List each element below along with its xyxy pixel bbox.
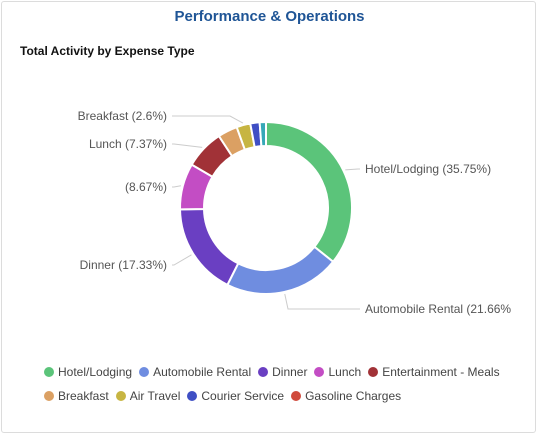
legend-dot-icon [368,367,379,377]
slice-dinner[interactable] [178,207,240,287]
legend-dot-icon [291,391,302,401]
slice-label-dinner: Dinner (17.33%) [80,258,167,272]
legend-dot-icon [139,367,150,377]
legend-label: Entertainment - Meals [382,365,500,379]
legend-dot-icon [115,391,126,401]
legend-item-breakfast[interactable]: Breakfast [44,384,109,408]
leader-dinner [172,254,192,266]
legend-item-courier-service[interactable]: Courier Service [187,384,284,408]
legend-item-entertainment-meals[interactable]: Entertainment - Meals [368,360,500,384]
chart-title: Total Activity by Expense Type [20,44,195,58]
slice-label-automobile-rental: Automobile Rental (21.66% [365,302,511,316]
slice-hotel-lodging[interactable] [265,120,353,264]
legend-dot-icon [258,367,269,377]
leader-air-travel [172,115,244,124]
donut-slices [178,120,353,295]
label-leader-lines [172,115,360,310]
slice-label-lunch: (8.67%) [125,180,167,194]
leader-lunch [172,185,181,188]
chart-legend: Hotel/Lodging Automobile Rental Dinner Lunc… [44,360,514,408]
legend-dot-icon [44,367,54,377]
slice-automobile-rental[interactable] [226,245,335,295]
legend-label: Breakfast [58,389,109,403]
legend-dot-icon [44,391,54,401]
legend-item-air-travel[interactable]: Air Travel [115,384,181,408]
legend-item-lunch[interactable]: Lunch [314,360,361,384]
legend-label: Gasoline Charges [305,389,402,403]
legend-label: Courier Service [201,389,285,403]
legend-item-hotel-lodging[interactable]: Hotel/Lodging [44,360,132,384]
legend-label: Hotel/Lodging [58,365,133,379]
card-title: Performance & Operations [174,8,365,25]
slice-label-air-travel: Breakfast (2.6%) [78,109,167,123]
slice-gasoline-charges[interactable] [258,120,267,148]
slice-labels: Hotel/Lodging (35.75%) Automobile Rental … [78,109,512,316]
legend-label: Air Travel [129,389,181,403]
legend-item-automobile-rental[interactable]: Automobile Rental [139,360,251,384]
leader-hotel-lodging [345,168,360,171]
legend-item-gasoline-charges[interactable]: Gasoline Charges [291,384,401,408]
slice-label-entertainment-meals: Lunch (7.37%) [89,137,167,151]
legend-label: Automobile Rental [153,365,252,379]
legend-dot-icon [314,367,325,377]
legend-label: Lunch [328,365,362,379]
slice-label-hotel-lodging: Hotel/Lodging (35.75%) [365,162,491,176]
legend-item-dinner[interactable]: Dinner [258,360,307,384]
leader-entertainment-meals [172,143,203,148]
legend-label: Dinner [272,365,308,379]
leader-automobile-rental [284,293,360,310]
legend-dot-icon [187,391,198,401]
